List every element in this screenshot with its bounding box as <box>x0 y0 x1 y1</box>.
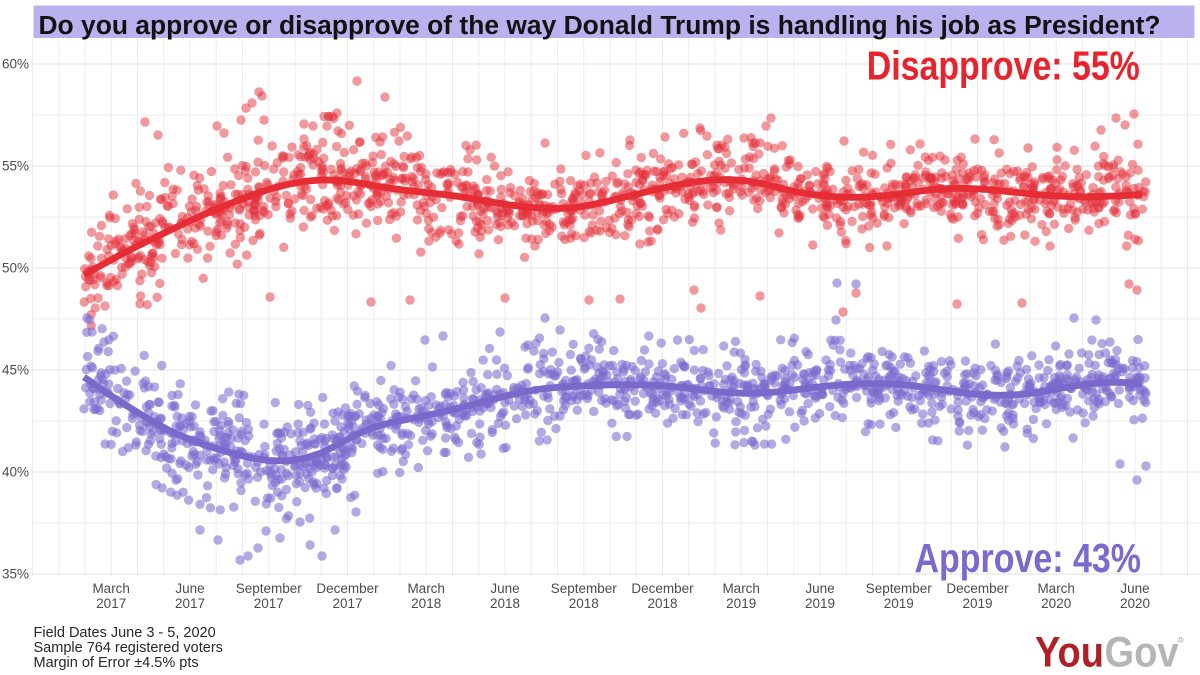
svg-text:2017: 2017 <box>254 596 284 611</box>
svg-text:45%: 45% <box>2 363 29 378</box>
svg-text:40%: 40% <box>2 465 29 480</box>
svg-text:You: You <box>1035 630 1104 675</box>
svg-text:2019: 2019 <box>726 596 756 611</box>
svg-text:2018: 2018 <box>490 596 520 611</box>
svg-text:Sample 764 registered voters: Sample 764 registered voters <box>34 640 223 656</box>
svg-text:35%: 35% <box>2 567 29 582</box>
svg-text:March: March <box>722 581 760 596</box>
svg-text:2019: 2019 <box>805 596 835 611</box>
svg-text:December: December <box>946 581 1009 596</box>
svg-text:50%: 50% <box>2 261 29 276</box>
svg-text:2020: 2020 <box>1041 596 1071 611</box>
svg-text:September: September <box>551 581 618 596</box>
svg-text:2018: 2018 <box>411 596 441 611</box>
svg-text:Field Dates June 3 - 5, 2020: Field Dates June 3 - 5, 2020 <box>34 625 216 641</box>
svg-text:June: June <box>1120 581 1149 596</box>
svg-text:2018: 2018 <box>569 596 599 611</box>
svg-text:2019: 2019 <box>884 596 914 611</box>
svg-text:2019: 2019 <box>962 596 992 611</box>
svg-text:2017: 2017 <box>175 596 205 611</box>
svg-text:2018: 2018 <box>647 596 677 611</box>
svg-text:December: December <box>316 581 379 596</box>
svg-text:June: June <box>175 581 204 596</box>
svg-text:2017: 2017 <box>332 596 362 611</box>
svg-text:60%: 60% <box>2 57 29 72</box>
svg-text:2017: 2017 <box>96 596 126 611</box>
svg-text:55%: 55% <box>2 159 29 174</box>
svg-text:®: ® <box>1178 635 1185 645</box>
svg-text:Margin of Error ±4.5% pts: Margin of Error ±4.5% pts <box>34 655 199 671</box>
svg-text:Gov: Gov <box>1105 630 1179 675</box>
svg-text:Approve: 43%: Approve: 43% <box>915 535 1142 581</box>
svg-text:Disapprove: 55%: Disapprove: 55% <box>867 42 1140 88</box>
svg-text:December: December <box>631 581 694 596</box>
svg-text:September: September <box>236 581 303 596</box>
svg-text:Do you approve or disapprove o: Do you approve or disapprove of the way … <box>39 12 1161 40</box>
svg-text:2020: 2020 <box>1120 596 1150 611</box>
svg-text:September: September <box>866 581 933 596</box>
svg-text:March: March <box>1037 581 1075 596</box>
svg-text:March: March <box>407 581 445 596</box>
svg-text:June: June <box>490 581 519 596</box>
svg-text:March: March <box>92 581 130 596</box>
svg-text:June: June <box>805 581 834 596</box>
